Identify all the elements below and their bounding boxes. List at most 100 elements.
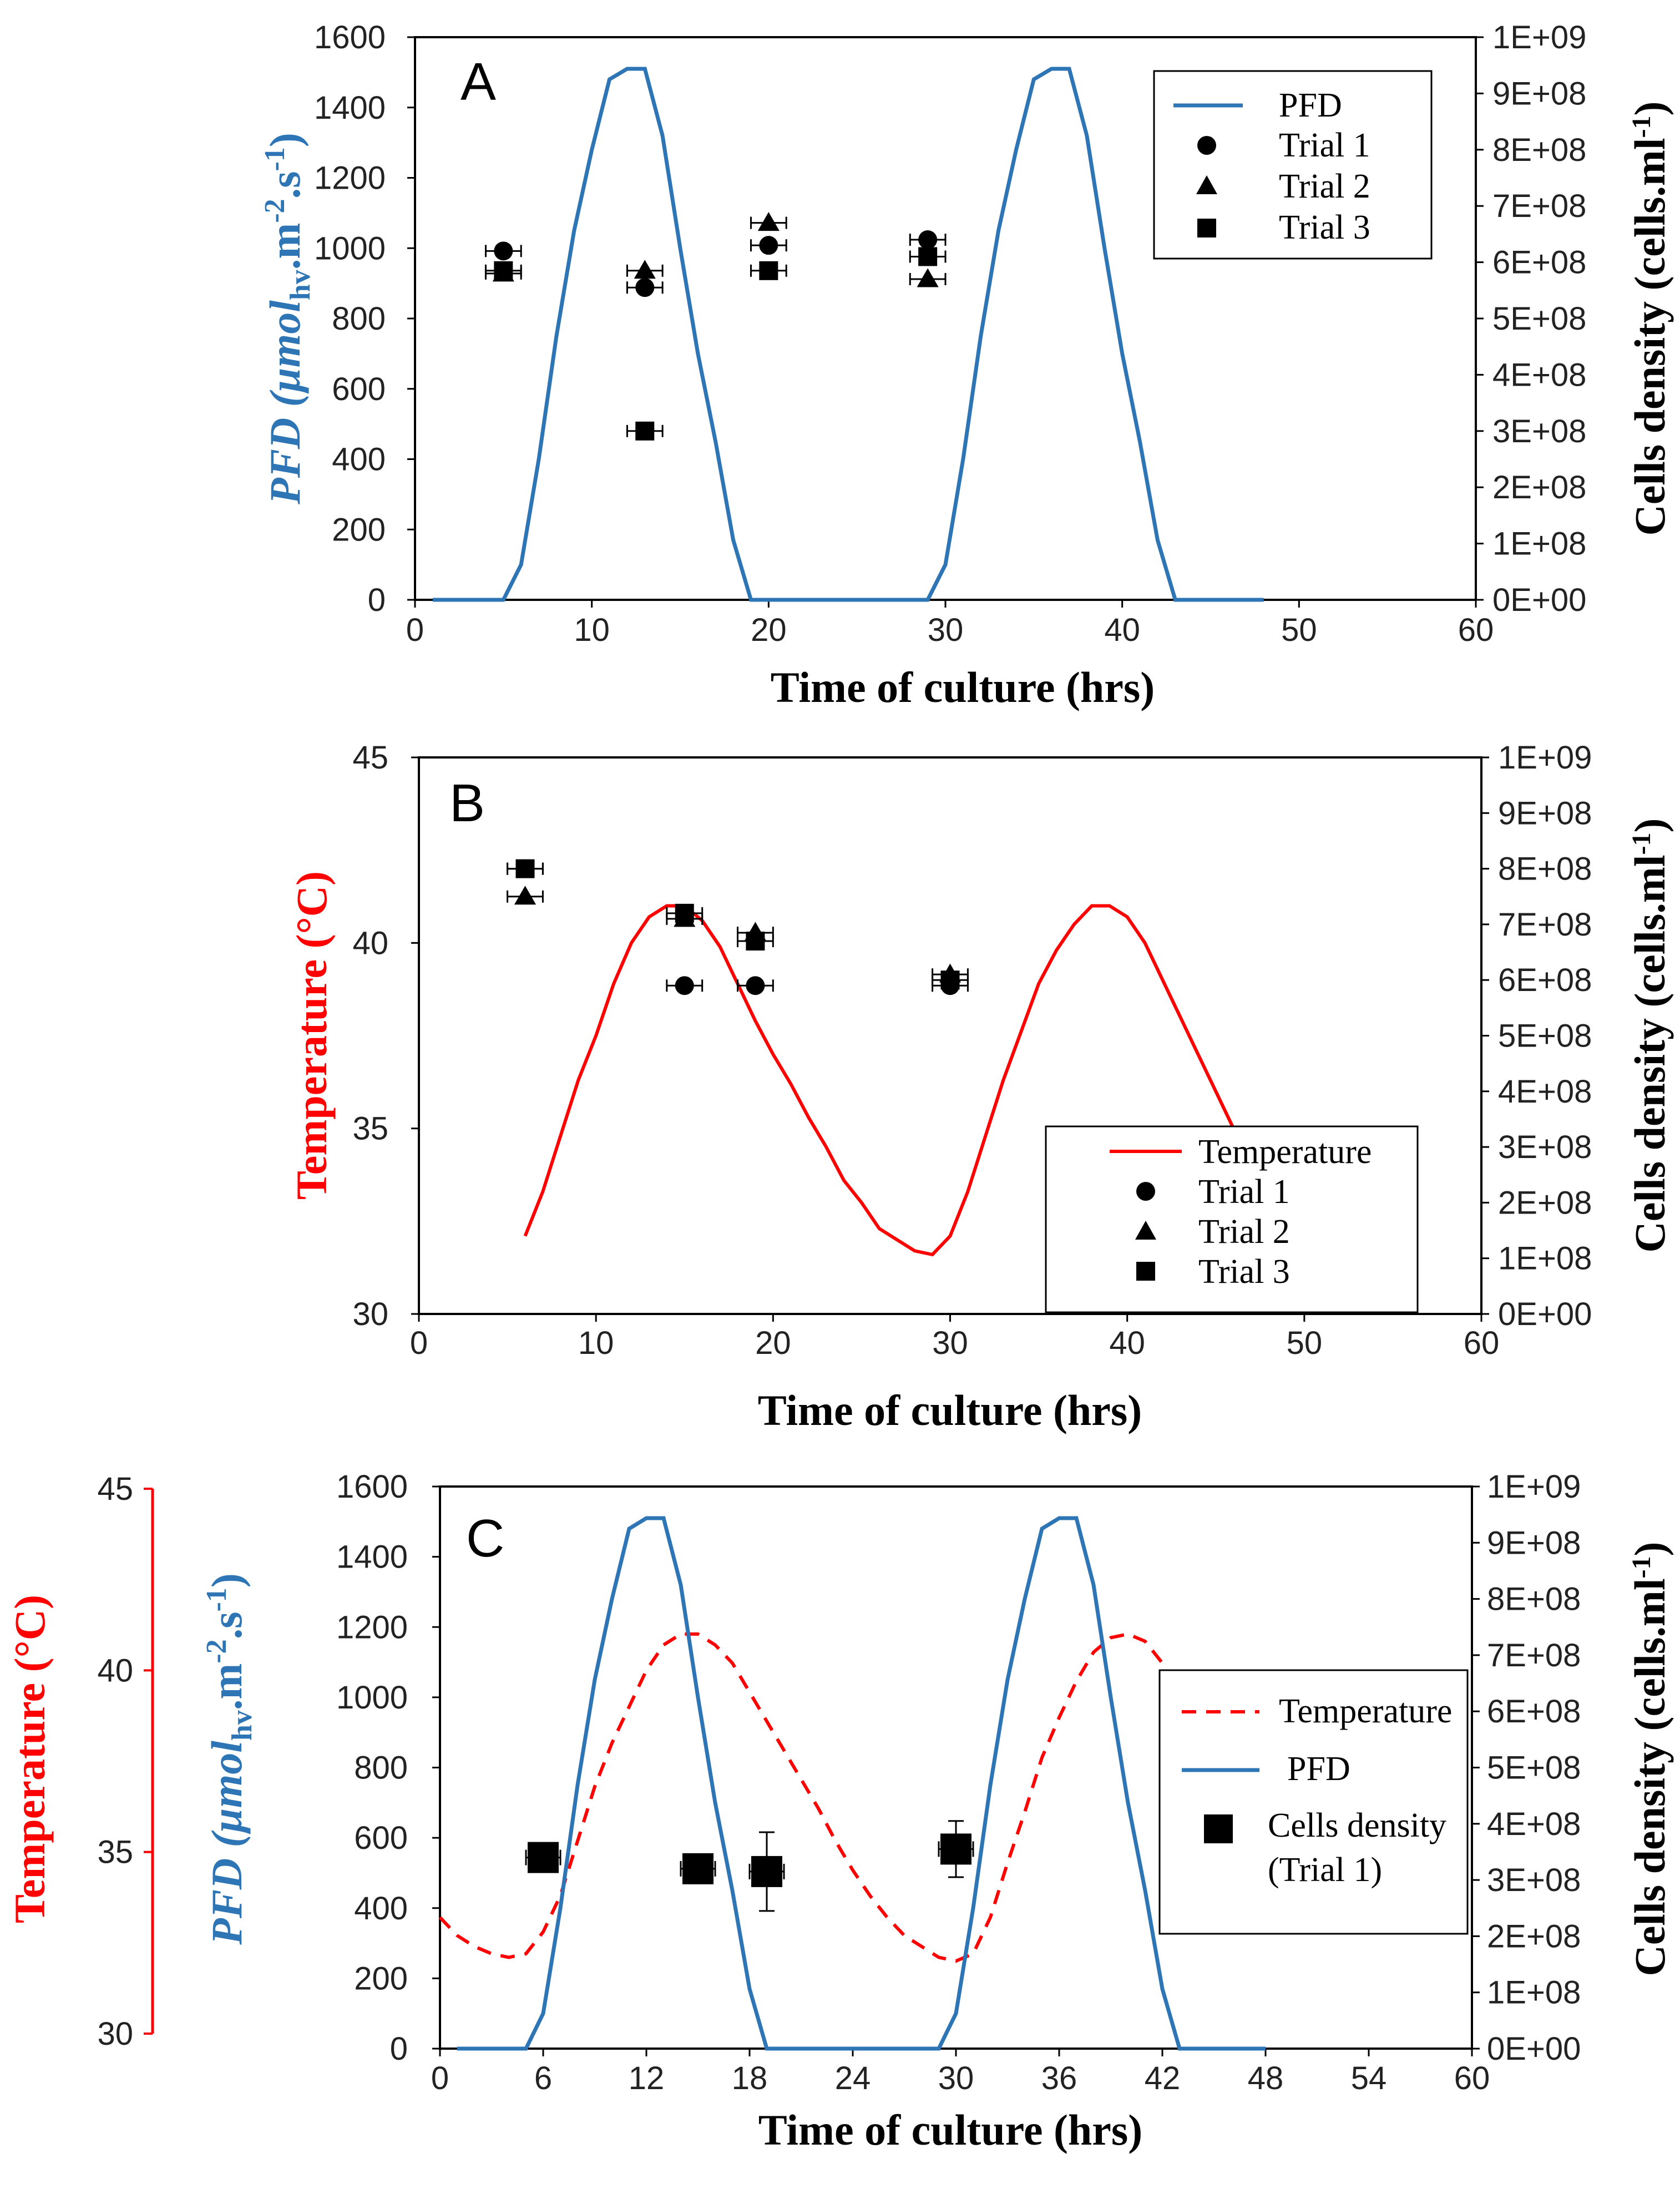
panel-c-x-tick-label: 36 <box>1041 2060 1077 2096</box>
panel-b-right-tick-label: 1E+09 <box>1498 740 1592 776</box>
panel-b-legend-temperature-label: Temperature <box>1198 1133 1372 1171</box>
panel-b-trial-1-point <box>675 976 694 995</box>
panel-a-legend-trial1-label: Trial 1 <box>1279 127 1370 164</box>
panel-c-left-tick-label: 0 <box>390 2031 408 2067</box>
panel-c-left-tick-label: 800 <box>354 1750 408 1786</box>
panel-a-right-tick-label: 3E+08 <box>1492 413 1586 449</box>
panel-b-legend-trial1-marker <box>1136 1182 1155 1201</box>
panel-a-legend-trial2-marker <box>1196 175 1217 194</box>
panel-a-trial-3-point <box>759 261 778 280</box>
panel-b-right-tick-label: 4E+08 <box>1498 1074 1592 1110</box>
panel-c-temperature-line <box>438 1632 1181 1963</box>
panel-c-right-axis-title: Cells density (cells.ml-1) <box>1626 1541 1674 1976</box>
panel-a-left-tick-label: 400 <box>332 442 386 478</box>
panel-c-cells-density-trial-1-point <box>940 1833 971 1865</box>
panel-a-right-tick-label: 5E+08 <box>1492 301 1586 337</box>
panel-b-right-tick-label: 7E+08 <box>1498 907 1592 943</box>
panel-a-left-axis-title: PFD (µmolhv.m-2.s-1) <box>259 133 316 505</box>
panel-c-right-tick-label: 4E+08 <box>1487 1806 1581 1842</box>
panel-b-right-ticks: 0E+00 1E+08 2E+08 3E+08 4E+08 5E+08 6E+08 7E+08… <box>1481 740 1592 1332</box>
panel-c-temperature-tick-label: 30 <box>97 2016 133 2052</box>
panel-a-trial-1-point <box>635 278 655 297</box>
panel-a-right-tick-label: 9E+08 <box>1492 75 1586 112</box>
panel-a-right-tick-label: 6E+08 <box>1492 245 1586 281</box>
panel-a-trial-2-point <box>757 212 780 231</box>
panel-a-legend-trial1-marker <box>1197 136 1216 155</box>
panel-a-right-axis-title: Cells density (cells.ml-1) <box>1626 101 1674 535</box>
panel-c-right-tick-label: 3E+08 <box>1487 1862 1581 1898</box>
panel-b-legend-trial2-label: Trial 2 <box>1198 1213 1290 1251</box>
panel-a-legend-trial3-marker <box>1197 219 1216 237</box>
panel-b-x-tick-label: 50 <box>1287 1325 1323 1361</box>
panel-c-right-tick-label: 1E+08 <box>1487 1975 1581 2011</box>
panel-c-temperature-tick-label: 35 <box>97 1834 133 1870</box>
panel-b-x-tick-label: 40 <box>1109 1325 1145 1361</box>
panel-c-right-tick-label: 7E+08 <box>1487 1637 1581 1674</box>
panel-b-trial-2-point <box>514 886 537 905</box>
panel-c-right-tick-label: 0E+00 <box>1487 2031 1581 2067</box>
panel-c-legend-trial-label: (Trial 1) <box>1268 1851 1382 1889</box>
panel-a-trial-3-point <box>635 421 655 441</box>
panel-a-left-tick-label: 600 <box>332 371 386 407</box>
panel-b-right-tick-label: 6E+08 <box>1498 962 1592 998</box>
panel-a-x-tick-label: 60 <box>1458 612 1494 648</box>
panel-b-right-tick-label: 0E+00 <box>1498 1296 1592 1332</box>
panel-c-x-tick-label: 0 <box>431 2060 449 2096</box>
panel-c-right-tick-label: 8E+08 <box>1487 1581 1581 1617</box>
panel-b-right-tick-label: 3E+08 <box>1498 1129 1592 1165</box>
panel-b-legend-trial2-marker <box>1135 1221 1156 1240</box>
panel-c-pfd-line <box>457 1516 1266 2051</box>
panel-c-right-tick-label: 6E+08 <box>1487 1693 1581 1730</box>
panel-c-x-tick-label: 54 <box>1351 2060 1387 2096</box>
panel-c-x-tick-label: 24 <box>835 2060 871 2096</box>
panel-c-right-tick-label: 9E+08 <box>1487 1525 1581 1561</box>
panel-b-right-tick-label: 8E+08 <box>1498 851 1592 887</box>
panel-a-left-tick-label: 1200 <box>314 160 386 196</box>
panel-a-left-ticks: 0 200 400 600 800 1000 1200 1400 1600 <box>314 19 415 618</box>
panel-b-trial-3-point <box>746 931 765 951</box>
panel-c-legend-pfd-label: PFD <box>1287 1750 1350 1788</box>
panel-c-legend: Temperature PFD Cells density (Trial 1) <box>1158 1669 1469 1935</box>
panel-b-x-tick-label: 10 <box>578 1325 614 1361</box>
panel-c-left-axis-title: PFD (µmolhv.m-2.s-1) <box>201 1573 258 1945</box>
panel-b-x-tick-label: 30 <box>932 1325 968 1361</box>
panel-c-markers <box>525 1820 974 1912</box>
panel-b-x-axis-title: Time of culture (hrs) <box>758 1386 1142 1434</box>
panel-a-left-tick-label: 800 <box>332 301 386 337</box>
panel-c-left-tick-label: 600 <box>354 1820 408 1856</box>
panel-a-trial-2-point <box>917 268 939 287</box>
panel-a-x-tick-label: 50 <box>1281 612 1317 648</box>
panel-c-left-ticks: 0 200 400 600 800 1000 1200 1400 1600 <box>336 1469 440 2067</box>
panel-b-trial-3-point <box>940 970 960 990</box>
panel-a-right-tick-label: 7E+08 <box>1492 188 1586 224</box>
panel-c-x-tick-label: 18 <box>732 2060 768 2096</box>
panel-b-trial-1-point <box>746 976 765 995</box>
panel-b-left-ticks: 30 35 40 45 <box>352 740 419 1332</box>
panel-a-legend-pfd-label: PFD <box>1279 87 1342 124</box>
panel-b-x-tick-label: 0 <box>410 1325 428 1361</box>
panel-b: 0 10 20 30 40 50 60 30 35 40 45 0E+00 1E+08 2E+08 3E… <box>287 740 1674 1434</box>
panel-a-x-axis-title: Time of culture (hrs) <box>771 663 1155 711</box>
panel-c-right-tick-label: 1E+09 <box>1487 1469 1581 1505</box>
panel-a-left-tick-label: 0 <box>368 582 386 618</box>
panel-b-legend-trial1-label: Trial 1 <box>1198 1173 1290 1211</box>
panel-c-left-tick-label: 1600 <box>336 1469 408 1505</box>
panel-c-letter: C <box>466 1509 504 1568</box>
panel-a-x-tick-label: 40 <box>1104 612 1140 648</box>
panel-b-markers <box>507 859 969 995</box>
panel-b-left-tick-label: 40 <box>352 925 388 961</box>
panel-b-right-tick-label: 9E+08 <box>1498 795 1592 831</box>
panel-c: 0 6 12 18 24 30 36 42 48 54 60 0 200 400 600 800 1000 12… <box>6 1469 1674 2154</box>
panel-c-left-tick-label: 200 <box>354 1960 408 1996</box>
panel-c-x-tick-label: 30 <box>938 2060 974 2096</box>
panel-b-right-tick-label: 5E+08 <box>1498 1018 1592 1054</box>
panel-b-temperature-line <box>523 904 1253 1257</box>
panel-c-legend-temperature-label: Temperature <box>1279 1692 1452 1730</box>
panel-c-x-tick-label: 6 <box>534 2060 552 2096</box>
panel-a: 0 10 20 30 40 50 60 0 200 400 600 800 1000 1200 1400 1… <box>259 19 1674 711</box>
panel-b-left-tick-label: 45 <box>352 740 388 776</box>
panel-b-left-tick-label: 30 <box>352 1296 388 1332</box>
panel-c-left-tick-label: 1000 <box>336 1680 408 1716</box>
panel-a-x-tick-label: 10 <box>574 612 610 648</box>
